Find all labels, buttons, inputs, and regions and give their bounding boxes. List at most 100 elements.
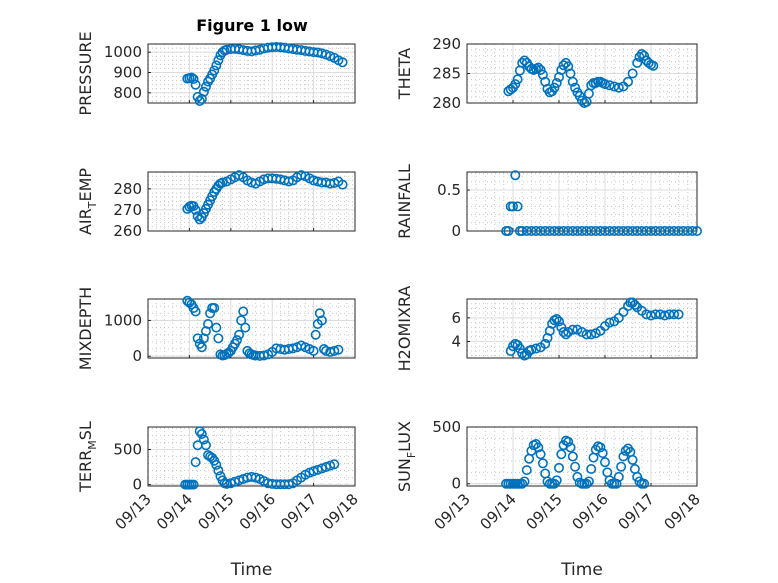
data-point (595, 442, 606, 453)
subplot-7: 0 500 09/13 09/14 09/15 09/16 09/17 09/18 Time SU… (395, 418, 704, 580)
data-point (650, 226, 661, 237)
data-point (565, 442, 576, 453)
y-tick-label: 900 (113, 63, 142, 81)
data-point (308, 345, 319, 356)
data-point (196, 342, 207, 353)
data-point (678, 226, 689, 237)
y-tick-label: 1000 (104, 43, 142, 61)
data-point (540, 468, 551, 479)
data-point (558, 60, 569, 71)
data-point (583, 88, 594, 99)
data-point (188, 479, 199, 490)
data-point (211, 322, 222, 333)
data-point (318, 344, 329, 355)
x-axis-label: Time (230, 560, 273, 580)
data-point (599, 457, 610, 468)
data-point (668, 226, 679, 237)
data-point (586, 226, 597, 237)
data-point (636, 226, 647, 237)
data-point (586, 329, 597, 340)
y-tick-label: 1000 (104, 311, 142, 329)
data-point (512, 74, 523, 85)
data-point (639, 50, 650, 61)
axes-box (147, 426, 356, 487)
x-tick-label: 09/16 (569, 490, 612, 533)
data-point (581, 478, 592, 489)
data-point (639, 478, 650, 489)
x-tick-label: 09/15 (194, 490, 237, 533)
data-point (258, 350, 269, 361)
data-point (535, 64, 546, 75)
data-point (213, 465, 224, 476)
y-axis-label: MIXDEPTH (76, 287, 95, 370)
data-point (209, 302, 220, 313)
subplot-0: 800 900 1000 PRESSURE (76, 31, 356, 116)
data-point (505, 345, 516, 356)
data-point (620, 445, 631, 456)
data-point (540, 226, 551, 237)
data-point (337, 57, 348, 68)
data-point (558, 226, 569, 237)
data-point (240, 322, 251, 333)
data-point (687, 226, 698, 237)
y-tick-label: 260 (113, 222, 142, 240)
data-point (627, 454, 638, 465)
x-tick-label: 09/14 (477, 490, 520, 533)
y-tick-label: 500 (432, 418, 461, 436)
data-point (574, 90, 585, 101)
data-point (544, 226, 555, 237)
data-point (627, 226, 638, 237)
data-point (514, 343, 525, 354)
data-point (632, 226, 643, 237)
axes-box (466, 298, 698, 359)
data-point (190, 457, 201, 468)
subplot-3: 0 0.5 RAINFALL (395, 164, 702, 240)
data-point (659, 310, 670, 321)
data-point (673, 309, 684, 320)
axes-box (147, 171, 356, 232)
data-point (563, 436, 574, 447)
data-point (618, 451, 629, 462)
data-point (604, 80, 615, 91)
x-tick-label: 09/17 (615, 490, 658, 533)
data-point (659, 226, 670, 237)
y-tick-label: 290 (432, 35, 461, 53)
data-point (537, 458, 548, 469)
data-point (533, 442, 544, 453)
data-point (567, 76, 578, 87)
data-point (209, 65, 220, 76)
data-point (510, 79, 521, 90)
data-point (558, 327, 569, 338)
x-tick-label: 09/18 (319, 490, 362, 533)
data-point (629, 299, 640, 310)
y-axis-label: TERRMSL (76, 421, 99, 493)
data-point (599, 79, 610, 90)
y-axis-label: RAINFALL (395, 164, 414, 239)
data-point (200, 81, 211, 92)
data-point (517, 478, 528, 489)
data-point (597, 448, 608, 459)
data-point (567, 226, 578, 237)
data-point (203, 319, 214, 330)
data-point (609, 226, 620, 237)
data-point (609, 81, 620, 92)
data-point (517, 348, 528, 359)
data-point (622, 226, 633, 237)
data-point (211, 60, 222, 71)
axes-box (147, 43, 356, 104)
data-point (196, 93, 207, 104)
x-tick-label: 09/14 (153, 490, 196, 533)
subplot-5: 4 6 H2OMIXRA (395, 286, 698, 371)
data-point (234, 329, 245, 340)
y-tick-label: 280 (113, 180, 142, 198)
data-point (590, 226, 601, 237)
data-point (188, 73, 199, 84)
data-point (570, 82, 581, 93)
data-point (236, 315, 247, 326)
data-point (521, 465, 532, 476)
data-point (581, 226, 592, 237)
data-point (283, 479, 294, 490)
data-point (604, 317, 615, 328)
data-point (296, 170, 307, 181)
